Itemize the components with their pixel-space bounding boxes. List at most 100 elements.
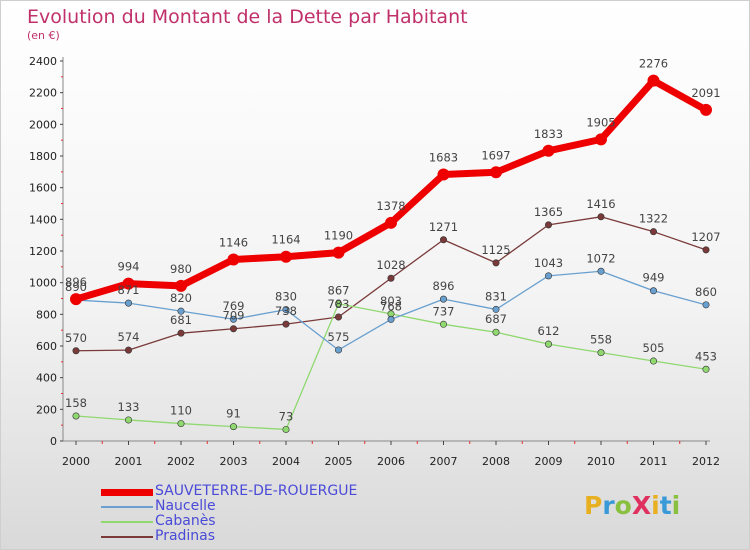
data-label: 890 [65,280,87,294]
data-point [334,300,342,308]
chart-subtitle: (en €) [27,29,60,42]
x-tick-label: 2004 [272,455,300,468]
data-point [387,274,395,282]
legend-swatch [101,488,153,496]
data-point [177,307,185,315]
data-point [230,325,238,333]
x-tick-label: 2003 [220,455,248,468]
data-point [230,315,238,323]
data-label: 575 [328,330,350,344]
data-point [597,213,605,221]
legend-swatch [101,521,153,523]
y-tick-label: 800 [36,308,57,321]
data-label: 91 [226,407,241,421]
data-point [700,103,712,116]
x-tick-label: 2010 [587,455,615,468]
data-point [595,133,607,146]
data-point [334,346,342,354]
data-point [647,74,660,87]
y-tick-label: 0 [50,435,57,448]
data-label: 738 [275,304,297,318]
data-point [544,221,552,229]
data-label: 73 [279,409,294,423]
x-tick-label: 2007 [430,455,458,468]
data-point [122,277,135,290]
data-label: 1190 [324,229,353,243]
data-point [387,315,395,323]
data-point [649,357,657,365]
data-point [282,320,290,328]
data-label: 867 [328,284,350,298]
data-label: 687 [485,312,507,326]
data-label: 1072 [586,251,615,265]
data-label: 1905 [586,115,615,129]
data-labels: 896 994 980 1146 1164 1190 1378 1683 1697 1833 190… [65,57,721,424]
data-point [70,293,82,306]
legend-label: SAUVETERRE-DE-ROUERGUE [155,483,358,499]
data-point [439,295,447,303]
data-label: 1207 [691,230,720,244]
y-tick-label: 1800 [29,150,57,163]
data-point [542,144,555,157]
y-tick-label: 400 [36,372,57,385]
data-point [177,329,185,337]
data-label: 1683 [429,151,458,165]
data-point [544,340,552,348]
data-point [280,250,292,263]
x-tick-label: 2008 [482,455,510,468]
data-label: 505 [643,341,665,355]
data-point [72,347,80,355]
data-point [72,412,80,420]
data-point [702,246,710,254]
data-point [492,305,500,313]
data-label: 570 [65,331,87,345]
data-point [125,299,133,307]
data-label: 110 [170,404,192,418]
x-tick-label: 2012 [692,455,720,468]
series-1 [70,74,712,306]
x-tick-label: 2009 [535,455,563,468]
data-label: 768 [380,299,402,313]
x-tick-label: 2005 [325,455,353,468]
data-label: 709 [223,309,245,323]
logo-letter: i [651,491,660,520]
data-label: 896 [433,279,455,293]
data-label: 860 [695,285,717,299]
logo-letter: r [602,491,615,520]
data-point [490,166,502,179]
y-tick-label: 200 [36,403,57,416]
data-point [332,246,345,259]
data-label: 803 [380,294,402,308]
data-label: 558 [590,333,612,347]
legend-label: Cabanès [155,513,216,529]
data-label: 769 [223,299,245,313]
legend-label: Pradinas [155,528,216,544]
series-3 [72,300,710,433]
chart-title: Evolution du Montant de la Dette par Hab… [27,6,468,28]
data-label: 1697 [481,148,510,162]
data-label: 133 [118,400,140,414]
data-point [439,236,447,244]
data-point [125,416,133,424]
data-point [597,267,605,275]
data-label: 2276 [639,57,668,71]
data-point [544,272,552,280]
data-label: 1322 [639,212,668,226]
data-label: 681 [170,313,192,327]
data-label: 1271 [429,220,458,234]
data-point [334,313,342,321]
y-tick-label: 2200 [29,87,57,100]
y-tick-label: 600 [36,340,57,353]
data-label: 994 [118,260,140,274]
data-label: 980 [170,262,192,276]
data-label: 1833 [534,127,563,141]
data-point [282,425,290,433]
data-label: 1365 [534,205,563,219]
axes: 0 200 400 600 800 1000 1200 1400 1600 1800 2000 220… [29,55,720,468]
x-tick-label: 2001 [115,455,143,468]
data-point [227,253,240,266]
logo-letter: t [659,491,672,520]
data-label: 574 [118,330,140,344]
